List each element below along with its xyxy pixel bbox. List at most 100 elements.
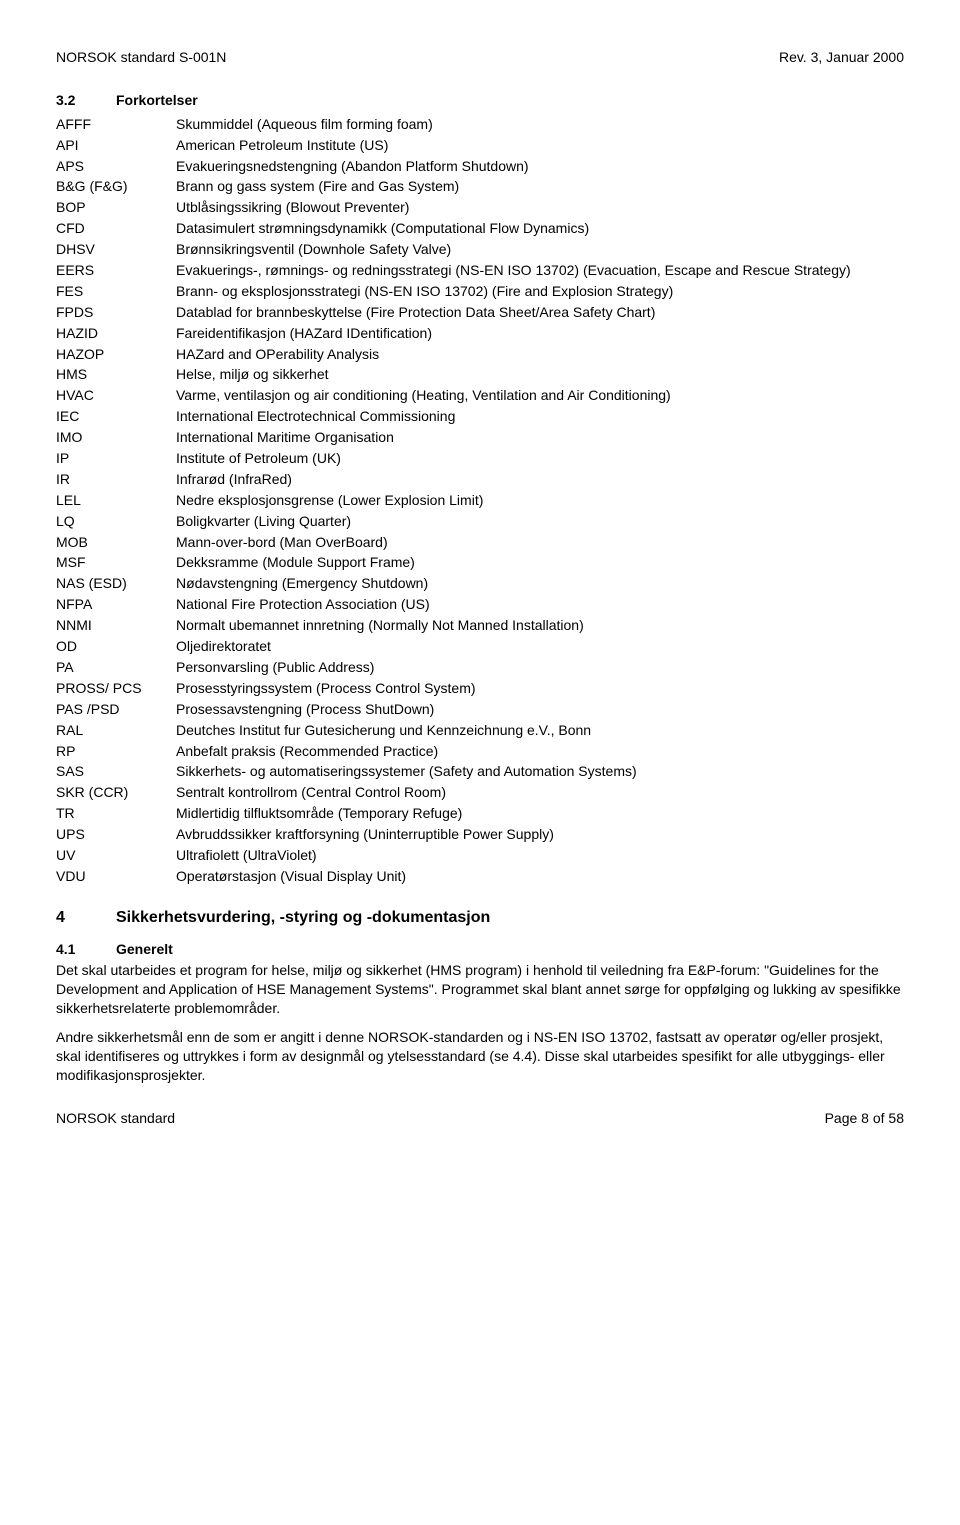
abbr-key: HMS [56, 365, 176, 384]
abbr-key: HVAC [56, 386, 176, 405]
abbr-key: PAS /PSD [56, 700, 176, 719]
abbr-key: CFD [56, 219, 176, 238]
abbr-row: MSFDekksramme (Module Support Frame) [56, 552, 904, 573]
abbr-row: AFFFSkummiddel (Aqueous film forming foa… [56, 114, 904, 135]
abbr-key: DHSV [56, 240, 176, 259]
section-number: 4 [56, 907, 116, 929]
abbr-key: SKR (CCR) [56, 783, 176, 802]
abbr-key: VDU [56, 867, 176, 886]
abbr-row: UVUltrafiolett (UltraViolet) [56, 845, 904, 866]
abbr-value: Sikkerhets- og automatiseringssystemer (… [176, 762, 904, 781]
abbr-value: Utblåsingssikring (Blowout Preventer) [176, 198, 904, 217]
abbr-key: UPS [56, 825, 176, 844]
abbr-value: Sentralt kontrollrom (Central Control Ro… [176, 783, 904, 802]
abbr-key: API [56, 136, 176, 155]
abbr-row: MOBMann-over-bord (Man OverBoard) [56, 532, 904, 553]
abbr-value: Nedre eksplosjonsgrense (Lower Explosion… [176, 491, 904, 510]
abbr-key: IP [56, 449, 176, 468]
abbr-key: HAZOP [56, 345, 176, 364]
footer-right: Page 8 of 58 [825, 1109, 904, 1128]
abbr-key: MOB [56, 533, 176, 552]
abbr-key: LQ [56, 512, 176, 531]
section-number: 3.2 [56, 91, 116, 110]
abbr-key: B&G (F&G) [56, 177, 176, 196]
abbr-row: VDUOperatørstasjon (Visual Display Unit) [56, 866, 904, 887]
abbr-value: Skummiddel (Aqueous film forming foam) [176, 115, 904, 134]
section-4-1-heading: 4.1 Generelt [56, 940, 904, 959]
abbr-row: LELNedre eksplosjonsgrense (Lower Explos… [56, 490, 904, 511]
abbr-value: International Maritime Organisation [176, 428, 904, 447]
abbr-value: Midlertidig tilfluktsområde (Temporary R… [176, 804, 904, 823]
abbr-row: HVACVarme, ventilasjon og air conditioni… [56, 385, 904, 406]
abbr-key: RP [56, 742, 176, 761]
abbr-value: Infrarød (InfraRed) [176, 470, 904, 489]
abbr-row: IRInfrarød (InfraRed) [56, 469, 904, 490]
abbr-value: Datablad for brannbeskyttelse (Fire Prot… [176, 303, 904, 322]
abbreviations-table: AFFFSkummiddel (Aqueous film forming foa… [56, 114, 904, 887]
abbr-value: Mann-over-bord (Man OverBoard) [176, 533, 904, 552]
abbr-key: RAL [56, 721, 176, 740]
abbr-row: HMSHelse, miljø og sikkerhet [56, 364, 904, 385]
abbr-key: TR [56, 804, 176, 823]
abbr-value: Datasimulert strømningsdynamikk (Computa… [176, 219, 904, 238]
abbr-row: RPAnbefalt praksis (Recommended Practice… [56, 741, 904, 762]
abbr-value: National Fire Protection Association (US… [176, 595, 904, 614]
abbr-value: Fareidentifikasjon (HAZard IDentificatio… [176, 324, 904, 343]
abbr-value: Operatørstasjon (Visual Display Unit) [176, 867, 904, 886]
abbr-key: EERS [56, 261, 176, 280]
abbr-value: HAZard and OPerability Analysis [176, 345, 904, 364]
abbr-value: Prosessavstengning (Process ShutDown) [176, 700, 904, 719]
abbr-row: PROSS/ PCSProsesstyringssystem (Process … [56, 678, 904, 699]
abbr-key: PROSS/ PCS [56, 679, 176, 698]
abbr-row: CFDDatasimulert strømningsdynamikk (Comp… [56, 218, 904, 239]
abbr-key: NNMI [56, 616, 176, 635]
abbr-row: IMOInternational Maritime Organisation [56, 427, 904, 448]
abbr-value: Evakueringsnedstengning (Abandon Platfor… [176, 157, 904, 176]
abbr-key: APS [56, 157, 176, 176]
abbr-value: Prosesstyringssystem (Process Control Sy… [176, 679, 904, 698]
section-3-2-heading: 3.2 Forkortelser [56, 91, 904, 110]
abbr-row: HAZOPHAZard and OPerability Analysis [56, 344, 904, 365]
abbr-key: NAS (ESD) [56, 574, 176, 593]
abbr-row: EERSEvakuerings-, rømnings- og redningss… [56, 260, 904, 281]
abbr-value: Deutches Institut fur Gutesicherung und … [176, 721, 904, 740]
abbr-value: Boligkvarter (Living Quarter) [176, 512, 904, 531]
abbr-value: Brann- og eksplosjonsstrategi (NS-EN ISO… [176, 282, 904, 301]
abbr-key: IEC [56, 407, 176, 426]
abbr-row: SKR (CCR)Sentralt kontrollrom (Central C… [56, 782, 904, 803]
header-left: NORSOK standard S-001N [56, 48, 226, 67]
abbr-row: IECInternational Electrotechnical Commis… [56, 406, 904, 427]
section-number: 4.1 [56, 940, 116, 959]
header-right: Rev. 3, Januar 2000 [779, 48, 904, 67]
abbr-key: BOP [56, 198, 176, 217]
abbr-row: NNMINormalt ubemannet innretning (Normal… [56, 615, 904, 636]
section-4-heading: 4 Sikkerhetsvurdering, -styring og -doku… [56, 907, 904, 929]
abbr-value: Varme, ventilasjon og air conditioning (… [176, 386, 904, 405]
abbr-key: FPDS [56, 303, 176, 322]
abbr-key: NFPA [56, 595, 176, 614]
abbr-key: OD [56, 637, 176, 656]
abbr-row: APIAmerican Petroleum Institute (US) [56, 135, 904, 156]
abbr-value: Institute of Petroleum (UK) [176, 449, 904, 468]
abbr-value: Avbruddssikker kraftforsyning (Uninterru… [176, 825, 904, 844]
abbr-row: LQBoligkvarter (Living Quarter) [56, 511, 904, 532]
page-footer: NORSOK standard Page 8 of 58 [56, 1109, 904, 1128]
abbr-row: ODOljedirektoratet [56, 636, 904, 657]
footer-left: NORSOK standard [56, 1109, 175, 1128]
abbr-key: UV [56, 846, 176, 865]
abbr-value: Helse, miljø og sikkerhet [176, 365, 904, 384]
abbr-row: PAS /PSDProsessavstengning (Process Shut… [56, 699, 904, 720]
section-title: Forkortelser [116, 91, 198, 110]
paragraph: Det skal utarbeides et program for helse… [56, 961, 904, 1018]
abbr-row: HAZIDFareidentifikasjon (HAZard IDentifi… [56, 323, 904, 344]
abbr-row: SASSikkerhets- og automatiseringssysteme… [56, 761, 904, 782]
abbr-key: IMO [56, 428, 176, 447]
abbr-row: FESBrann- og eksplosjonsstrategi (NS-EN … [56, 281, 904, 302]
abbr-key: MSF [56, 553, 176, 572]
abbr-value: Nødavstengning (Emergency Shutdown) [176, 574, 904, 593]
abbr-value: Ultrafiolett (UltraViolet) [176, 846, 904, 865]
abbr-value: Anbefalt praksis (Recommended Practice) [176, 742, 904, 761]
abbr-value: International Electrotechnical Commissio… [176, 407, 904, 426]
abbr-row: IPInstitute of Petroleum (UK) [56, 448, 904, 469]
section-title: Generelt [116, 940, 173, 959]
